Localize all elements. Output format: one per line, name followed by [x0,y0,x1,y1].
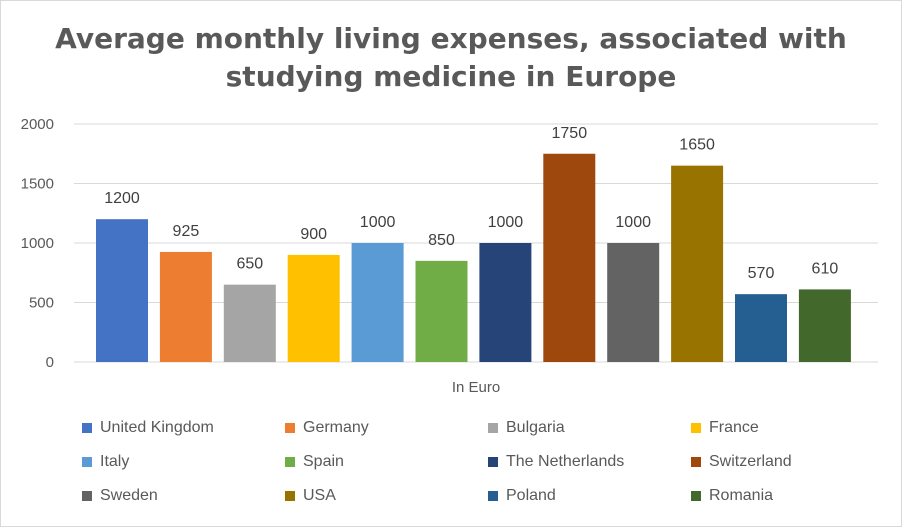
chart-title-text: Average monthly living expenses, associa… [55,22,847,93]
legend-swatch [285,423,295,433]
data-label: 570 [748,265,775,282]
legend-swatch [691,491,701,501]
bar [351,243,404,362]
bar [223,284,276,362]
legend-label: Poland [506,487,556,504]
legend-label: Sweden [100,487,158,504]
legend-swatch [488,491,498,501]
bar [543,153,596,362]
legend-label: Spain [303,453,344,470]
legend-item: Italy [82,452,129,472]
chart-title-line-1: Average monthly living expenses, associa… [55,22,847,55]
legend-swatch [285,491,295,501]
legend-item: Germany [285,418,369,438]
legend-swatch [82,423,92,433]
legend-item: Switzerland [691,452,792,472]
legend-label: United Kingdom [100,419,214,436]
chart-title: Average monthly living expenses, associa… [0,20,902,96]
data-label: 925 [173,223,200,240]
legend-item: Romania [691,486,773,506]
bar [287,254,340,362]
y-tick-label: 1000 [21,235,54,252]
data-label: 1000 [615,214,651,231]
data-label: 1200 [104,190,140,207]
chart-title-line-2: studying medicine in Europe [225,60,677,93]
data-label: 850 [428,232,455,249]
data-label: 1650 [679,137,715,154]
bar [671,165,724,362]
legend-label: USA [303,487,336,504]
data-label: 1750 [552,125,588,142]
legend-label: France [709,419,759,436]
y-tick-label: 0 [46,354,54,371]
legend-swatch [691,423,701,433]
legend-label: Bulgaria [506,419,565,436]
legend-item: Sweden [82,486,158,506]
legend-swatch [82,457,92,467]
legend-swatch [691,457,701,467]
data-label: 900 [300,226,327,243]
bar [735,294,787,362]
data-label: 1000 [488,214,524,231]
x-axis-label: In Euro [452,379,500,396]
legend-item: Poland [488,486,556,506]
legend-swatch [488,423,498,433]
bar [96,219,148,362]
legend-swatch [82,491,92,501]
data-label: 650 [236,256,263,273]
y-tick-label: 1500 [21,176,54,193]
legend-item: USA [285,486,336,506]
bar [415,260,468,362]
y-tick-label: 2000 [21,116,54,133]
legend-label: Italy [100,453,130,470]
legend-item: Spain [285,452,344,472]
legend-label: The Netherlands [506,453,625,470]
bar [159,251,212,362]
bar [798,289,851,362]
bar [607,243,660,362]
legend-swatch [285,457,295,467]
legend-swatch [488,457,498,467]
legend-item: Bulgaria [488,418,565,438]
legend-item: The Netherlands [488,452,624,472]
legend-label: Romania [709,487,774,504]
data-label: 610 [812,260,839,277]
legend-label: Germany [303,419,369,436]
y-tick-label: 500 [29,295,54,312]
legend-item: France [691,418,759,438]
data-label: 1000 [360,214,396,231]
legend-label: Switzerland [709,453,792,470]
legend-item: United Kingdom [82,418,214,438]
bar [479,243,532,362]
